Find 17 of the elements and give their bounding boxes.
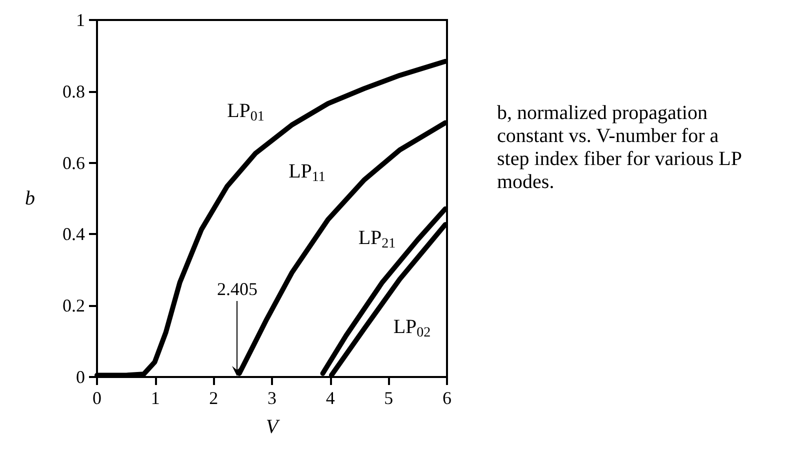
- x-tick-label: 1: [150, 388, 160, 408]
- text: b, normalized propagation constant vs. V-number for a step index fiber for various LP modes.: [497, 102, 742, 194]
- x-tick-label: 2: [209, 388, 218, 408]
- y-tick-label: 1: [76, 10, 85, 30]
- x-tick-label: 0: [92, 388, 102, 408]
- x-tick-label: 5: [384, 388, 394, 408]
- x-tick-label: 4: [326, 388, 335, 408]
- x-tick-label: 3: [268, 388, 276, 408]
- y-tick-label: 0.4: [62, 224, 85, 244]
- x-axis-title: V: [266, 416, 281, 438]
- y-tick-label: 0: [76, 367, 85, 387]
- x-tick-label: 6: [442, 388, 452, 408]
- y-tick-label: 0.6: [62, 152, 85, 173]
- annotation: 2.405: [217, 279, 258, 299]
- y-axis-title: b: [25, 188, 35, 210]
- y-tick-label: 0.2: [62, 296, 85, 316]
- y-tick-label: 0.8: [62, 81, 85, 102]
